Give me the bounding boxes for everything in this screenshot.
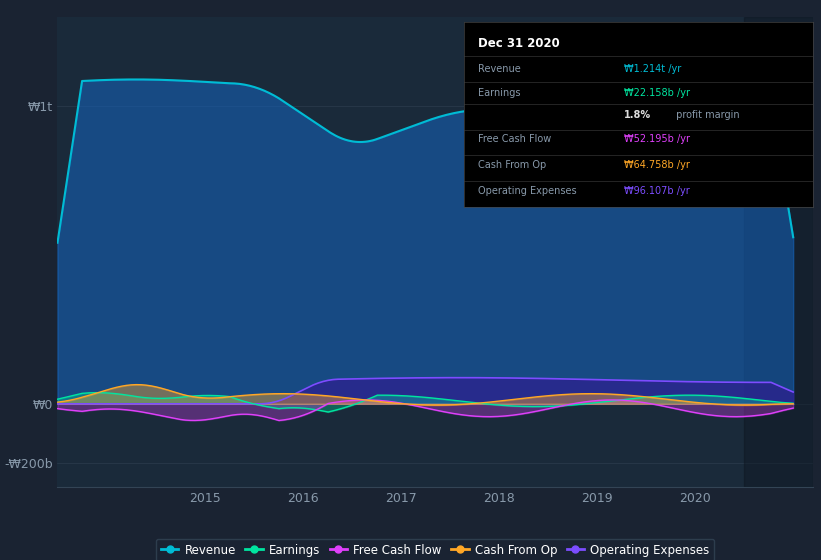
Text: Cash From Op: Cash From Op xyxy=(478,160,546,170)
Text: ₩1.214t /yr: ₩1.214t /yr xyxy=(624,64,681,73)
Legend: Revenue, Earnings, Free Cash Flow, Cash From Op, Operating Expenses: Revenue, Earnings, Free Cash Flow, Cash … xyxy=(156,539,714,560)
Text: Dec 31 2020: Dec 31 2020 xyxy=(478,37,560,50)
Text: Free Cash Flow: Free Cash Flow xyxy=(478,134,551,144)
Text: 1.8%: 1.8% xyxy=(624,110,652,120)
Text: Revenue: Revenue xyxy=(478,64,521,73)
Text: ₩52.195b /yr: ₩52.195b /yr xyxy=(624,134,690,144)
Text: profit margin: profit margin xyxy=(673,110,740,120)
Text: ₩96.107b /yr: ₩96.107b /yr xyxy=(624,185,690,195)
Text: Earnings: Earnings xyxy=(478,87,521,97)
Text: ₩22.158b /yr: ₩22.158b /yr xyxy=(624,87,690,97)
Text: ₩64.758b /yr: ₩64.758b /yr xyxy=(624,160,690,170)
Bar xyxy=(744,17,813,487)
Text: Operating Expenses: Operating Expenses xyxy=(478,185,576,195)
